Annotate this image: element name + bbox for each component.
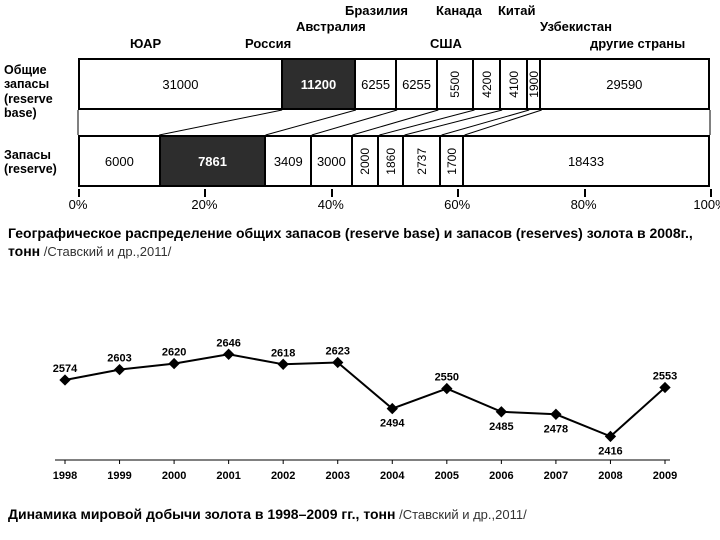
svg-text:2623: 2623	[325, 346, 349, 358]
segment-value: 7861	[198, 154, 227, 169]
country-label: Бразилия	[345, 3, 408, 18]
bottom-caption: Динамика мировой добычи золота в 1998–20…	[8, 505, 712, 524]
bar-segment: 31000	[80, 60, 283, 108]
bar-segment: 1700	[441, 137, 464, 185]
bar-segment: 7861	[161, 137, 267, 185]
svg-text:2006: 2006	[489, 470, 513, 482]
bar-segment: 3000	[312, 137, 352, 185]
x-axis: 0%20%40%60%80%100%	[78, 189, 710, 219]
country-label: Австралия	[296, 19, 366, 34]
svg-text:1998: 1998	[53, 470, 77, 482]
segment-value: 4100	[507, 71, 521, 98]
segment-value: 18433	[568, 154, 604, 169]
bar-segment: 18433	[464, 137, 708, 185]
bar-segment: 29590	[541, 60, 708, 108]
stacked-bar-chart: ЮАР Россия АвстралияБразилия США Канада Китай…	[0, 0, 720, 240]
axis-tick-label: 40%	[318, 197, 344, 212]
top-caption-source: /Ставский и др.,2011/	[40, 244, 171, 259]
segment-value: 6000	[105, 154, 134, 169]
line-chart-svg: 2574 1998 2603 1999 2620 2000 2646 2001 2618 2002…	[40, 315, 680, 485]
svg-text:2416: 2416	[598, 445, 622, 457]
axis-tick-label: 0%	[69, 197, 88, 212]
svg-text:2001: 2001	[216, 470, 240, 482]
reserve-bar: 6000 7861 3409 3000 2000 1860 2737 1700 18433	[78, 135, 710, 187]
country-label: Россия	[245, 36, 291, 51]
svg-text:2000: 2000	[162, 470, 186, 482]
bar-segment: 11200	[283, 60, 356, 108]
axis-tick-label: 20%	[191, 197, 217, 212]
bar-segment: 6000	[80, 137, 161, 185]
segment-value: 2000	[358, 148, 372, 175]
axis-tick-label: 80%	[571, 197, 597, 212]
svg-text:2005: 2005	[435, 470, 459, 482]
segment-value: 1860	[384, 148, 398, 175]
svg-text:2550: 2550	[435, 372, 459, 384]
bar-segment: 3409	[266, 137, 312, 185]
svg-text:2003: 2003	[325, 470, 349, 482]
row2-label: Запасы(reserve)	[4, 148, 76, 177]
country-label: Канада	[436, 3, 482, 18]
country-label: другие страны	[590, 36, 685, 51]
segment-value: 1900	[528, 71, 540, 98]
bar-segment: 2737	[404, 137, 441, 185]
line-chart: 2574 1998 2603 1999 2620 2000 2646 2001 2618 2002…	[40, 315, 680, 485]
country-label: Китай	[498, 3, 536, 18]
svg-text:2008: 2008	[598, 470, 622, 482]
segment-value: 11200	[301, 77, 336, 92]
svg-text:2603: 2603	[107, 353, 131, 365]
segment-value: 31000	[162, 77, 198, 92]
bottom-caption-source: /Ставский и др.,2011/	[395, 507, 526, 522]
axis-tick-label: 100%	[693, 197, 720, 212]
svg-text:2618: 2618	[271, 347, 295, 359]
svg-text:2004: 2004	[380, 470, 405, 482]
row1-label: Общиезапасы(reservebase)	[4, 63, 76, 121]
bottom-caption-text: Динамика мировой добычи золота в 1998–20…	[8, 506, 395, 522]
svg-text:2485: 2485	[489, 421, 513, 433]
axis-tick-label: 60%	[444, 197, 470, 212]
bar-segment: 5500	[438, 60, 474, 108]
reserve-base-bar: 31000 11200 6255 6255 5500 4200 4100 1900 29590	[78, 58, 710, 110]
segment-value: 5500	[448, 71, 462, 98]
svg-text:2002: 2002	[271, 470, 295, 482]
bar-segment: 1860	[379, 137, 404, 185]
segment-value: 29590	[606, 77, 642, 92]
country-label: Узбекистан	[540, 19, 612, 34]
country-label: США	[430, 36, 462, 51]
svg-text:2494: 2494	[380, 418, 405, 430]
svg-text:2478: 2478	[544, 423, 568, 435]
bar-segment: 2000	[353, 137, 380, 185]
segment-value: 1700	[445, 148, 459, 175]
segment-value: 2737	[415, 148, 429, 175]
bar-segment: 6255	[397, 60, 438, 108]
country-labels: ЮАР Россия АвстралияБразилия США Канада Китай…	[0, 0, 720, 55]
svg-text:2574: 2574	[53, 363, 78, 375]
svg-text:2646: 2646	[216, 337, 240, 349]
segment-value: 4200	[480, 71, 494, 98]
bar-segment: 4200	[474, 60, 502, 108]
bar-segment: 1900	[528, 60, 540, 108]
svg-text:2009: 2009	[653, 470, 677, 482]
bar-segment: 6255	[356, 60, 397, 108]
svg-text:2620: 2620	[162, 347, 186, 359]
segment-value: 3409	[274, 154, 303, 169]
svg-text:2007: 2007	[544, 470, 568, 482]
bar-segment: 4100	[501, 60, 528, 108]
segment-value: 6255	[402, 77, 431, 92]
segment-value: 6255	[361, 77, 390, 92]
svg-text:2553: 2553	[653, 371, 677, 383]
country-label: ЮАР	[130, 36, 161, 51]
connector-lines	[78, 110, 710, 135]
segment-value: 3000	[317, 154, 346, 169]
top-caption: Географическое распределение общих запас…	[8, 224, 712, 261]
svg-text:1999: 1999	[107, 470, 131, 482]
